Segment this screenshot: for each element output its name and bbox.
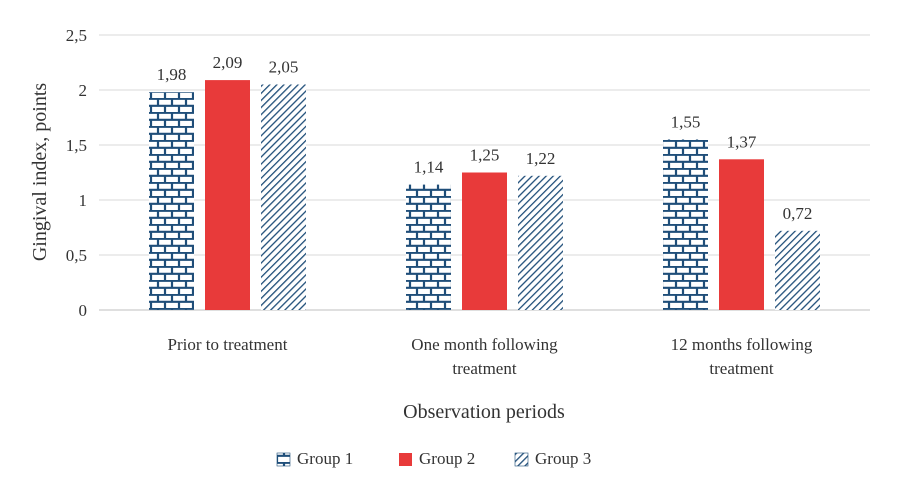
bar-group-3 [518, 175, 563, 310]
y-tick-label: 2,5 [66, 26, 87, 45]
legend-label: Group 2 [419, 449, 475, 468]
legend: Group 1 Group 2 Group 3 [276, 449, 591, 468]
data-label: 1,55 [671, 113, 701, 132]
y-tick-label: 0,5 [66, 246, 87, 265]
legend-swatch [276, 452, 291, 467]
data-label: 1,98 [157, 65, 187, 84]
data-label: 1,37 [727, 132, 757, 151]
x-category-label: Prior to treatment [168, 335, 288, 354]
bars [149, 80, 820, 310]
bar-group-2 [719, 159, 764, 310]
bar-group-1 [663, 139, 708, 310]
x-category-label: 12 months following [671, 335, 813, 354]
bar-group-3 [775, 230, 820, 310]
x-axis-categories: Prior to treatment One month following tre… [168, 335, 813, 378]
x-category-label: treatment [709, 359, 773, 378]
bar-group-1 [149, 92, 194, 310]
y-tick-label: 0 [79, 301, 88, 320]
data-labels: 1,98 2,09 2,05 1,14 1,25 1,22 1,55 1,37 0,72 [157, 53, 813, 223]
y-tick-label: 1,5 [66, 136, 87, 155]
y-axis-title: Gingival index, points [29, 83, 51, 262]
bar-group-1 [406, 184, 451, 310]
y-tick-label: 2 [79, 81, 88, 100]
legend-label: Group 1 [297, 449, 353, 468]
data-label: 2,09 [213, 53, 243, 72]
bar-group-2 [205, 80, 250, 310]
data-label: 1,14 [414, 158, 444, 177]
data-label: 1,22 [526, 149, 556, 168]
legend-swatch [514, 452, 529, 467]
x-category-label: treatment [452, 359, 516, 378]
y-tick-label: 1 [79, 191, 88, 210]
legend-label: Group 3 [535, 449, 591, 468]
x-axis-title: Observation periods [403, 401, 565, 423]
data-label: 1,25 [470, 146, 500, 165]
data-label: 2,05 [269, 58, 299, 77]
x-category-label: One month following [411, 335, 558, 354]
y-axis-ticks: 0 0,5 1 1,5 2 2,5 [66, 26, 87, 320]
bar-group-2 [462, 172, 507, 310]
legend-swatch [399, 453, 412, 466]
data-label: 0,72 [783, 204, 813, 223]
bar-group-3 [261, 84, 306, 310]
